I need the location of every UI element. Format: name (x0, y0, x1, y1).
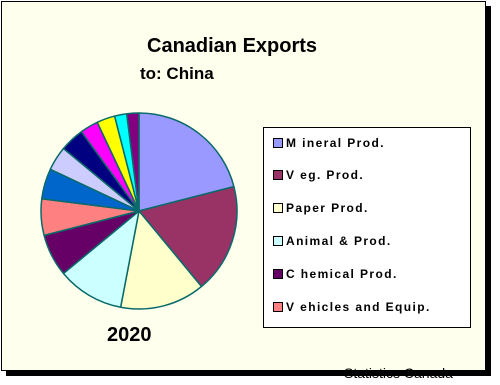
legend-label: C hemical Prod. (286, 267, 398, 281)
legend-entry: Animal & Prod. (273, 233, 392, 249)
chart-title: Canadian Exports (147, 35, 318, 57)
legend-label: Animal & Prod. (286, 234, 392, 248)
legend-swatch (273, 302, 283, 312)
legend-swatch (273, 138, 283, 148)
chart-subtitle: to: China (140, 64, 214, 83)
legend-entry: Paper Prod. (273, 200, 369, 216)
chart-legend: M ineral Prod. V eg. Prod. Paper Prod. A… (263, 127, 471, 328)
legend-swatch (273, 269, 283, 279)
legend-entry: V ehicles and Equip. (273, 299, 431, 315)
pie-slice (138, 185, 238, 288)
legend-label: M ineral Prod. (286, 136, 385, 150)
year-label: 2020 (107, 324, 152, 346)
legend-swatch (273, 170, 283, 180)
legend-label: V ehicles and Equip. (286, 300, 431, 314)
pie-slice (119, 210, 203, 310)
legend-swatch (273, 236, 283, 246)
legend-label: Paper Prod. (286, 201, 369, 215)
legend-label: V eg. Prod. (286, 168, 365, 182)
source-note: Statistics Canada (344, 365, 453, 381)
pie-slice (125, 112, 140, 212)
pie-slice (138, 112, 235, 212)
legend-swatch (273, 203, 283, 213)
pie-slice (62, 210, 140, 309)
legend-entry: V eg. Prod. (273, 167, 364, 183)
legend-entry: C hemical Prod. (273, 266, 398, 282)
legend-entry: M ineral Prod. (273, 135, 385, 151)
